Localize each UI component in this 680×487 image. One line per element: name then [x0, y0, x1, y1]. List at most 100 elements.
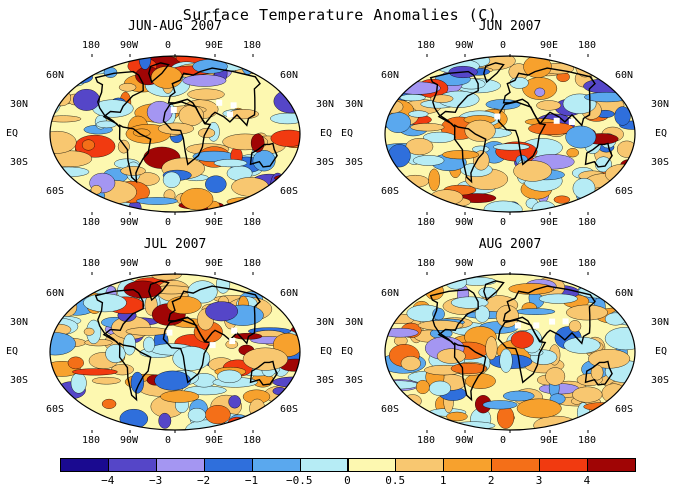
longitude-label: 90E: [205, 40, 224, 51]
colorbar-tick-label: 0: [344, 474, 351, 487]
colorbar-tick-label: 3: [535, 474, 543, 487]
latitude-label: 60S: [381, 404, 400, 415]
latitude-label: EQ: [320, 346, 333, 357]
longitude-label: 180: [578, 217, 597, 228]
longitude-label: 0: [500, 435, 507, 446]
latitude-label: EQ: [6, 346, 19, 357]
colorbar-swatch: [587, 458, 636, 472]
latitude-label: 60N: [280, 288, 299, 299]
longitude-label: 0: [165, 258, 172, 269]
longitude-label: 90W: [455, 258, 474, 269]
map-panel: AUG 2007 180 180 90W 90W 0 0 90E 90E 180 180 60N 60N…: [341, 237, 675, 446]
latitude-label: 30N: [10, 99, 29, 110]
anomaly-map: [49, 272, 301, 433]
longitude-label: 0: [165, 435, 172, 446]
latitude-label: EQ: [320, 128, 333, 139]
longitude-label: 180: [243, 217, 262, 228]
latitude-label: 60S: [280, 404, 299, 415]
latitude-label: 60S: [615, 404, 634, 415]
figure-title: Surface Temperature Anomalies (C): [182, 6, 498, 24]
longitude-label: 180: [243, 435, 262, 446]
longitude-label: 90W: [120, 217, 139, 228]
latitude-label: EQ: [341, 346, 354, 357]
longitude-label: 180: [417, 435, 436, 446]
latitude-label: 30S: [651, 375, 670, 386]
latitude-label: 60S: [280, 186, 299, 197]
panel-title: AUG 2007: [478, 237, 542, 252]
latitude-label: 30S: [10, 375, 29, 386]
latitude-label: 30S: [10, 157, 29, 168]
colorbar-swatch: [251, 458, 301, 472]
longitude-label: 180: [243, 258, 262, 269]
colorbar: [60, 458, 636, 472]
colorbar-swatch: [395, 458, 445, 472]
longitude-label: 180: [578, 435, 597, 446]
latitude-label: 30S: [651, 157, 670, 168]
colorbar-tick-label: 0.5: [385, 474, 406, 487]
panel-title: JUN 2007: [478, 19, 542, 34]
longitude-label: 0: [165, 217, 172, 228]
latitude-label: 30S: [345, 375, 364, 386]
panel-title: JUL 2007: [143, 237, 207, 252]
longitude-label: 90W: [455, 40, 474, 51]
anomaly-map: [384, 54, 636, 215]
map-panel: JUL 2007 180 180 90W 90W 0 0 90E 90E 180 180 60N 60N…: [6, 237, 340, 446]
longitude-label: 90W: [120, 258, 139, 269]
longitude-label: 90E: [540, 40, 559, 51]
map-panel: JUN 2007 180 180 90W 90W 0 0 90E 90E 180 180 60N 60N…: [341, 19, 675, 228]
longitude-label: 180: [417, 40, 436, 51]
latitude-label: 60S: [615, 186, 634, 197]
colorbar-swatch: [443, 458, 493, 472]
colorbar-swatch: [60, 458, 109, 472]
latitude-label: 60N: [615, 70, 634, 81]
longitude-label: 90E: [205, 217, 224, 228]
longitude-label: 180: [417, 217, 436, 228]
colorbar-tick-label: −2: [196, 474, 211, 487]
latitude-label: 60N: [280, 70, 299, 81]
longitude-label: 90E: [540, 258, 559, 269]
map-panel: JUN-AUG 2007 180 180 90W 90W 0 0 90E 90E 180 180 60…: [6, 19, 340, 228]
longitude-label: 180: [578, 258, 597, 269]
longitude-label: 180: [82, 217, 101, 228]
latitude-label: 60N: [46, 70, 65, 81]
colorbar-swatch: [347, 458, 397, 472]
longitude-label: 180: [82, 435, 101, 446]
latitude-label: EQ: [6, 128, 19, 139]
latitude-label: 60S: [46, 186, 65, 197]
longitude-label: 0: [500, 40, 507, 51]
colorbar-tick-label: −4: [101, 474, 115, 487]
anomaly-map: [49, 54, 301, 215]
colorbar-tick-label: 4: [583, 474, 591, 487]
latitude-label: 60N: [381, 70, 400, 81]
latitude-label: 30S: [345, 157, 364, 168]
longitude-label: 180: [417, 258, 436, 269]
longitude-label: 180: [578, 40, 597, 51]
latitude-label: 30N: [10, 317, 29, 328]
latitude-label: 60N: [381, 288, 400, 299]
panel-title: JUN-AUG 2007: [128, 19, 222, 34]
colorbar-tick-label: 1: [439, 474, 447, 487]
latitude-label: 30S: [316, 375, 335, 386]
longitude-label: 90W: [455, 217, 474, 228]
longitude-label: 90W: [455, 435, 474, 446]
latitude-label: EQ: [655, 128, 668, 139]
longitude-label: 90W: [120, 435, 139, 446]
latitude-label: 30N: [651, 99, 670, 110]
longitude-label: 90E: [205, 258, 224, 269]
longitude-label: 90E: [540, 435, 559, 446]
anomaly-map: [384, 272, 636, 433]
latitude-label: 30N: [316, 99, 335, 110]
colorbar-swatch: [107, 458, 157, 472]
latitude-label: EQ: [341, 128, 354, 139]
longitude-label: 180: [82, 258, 101, 269]
longitude-label: 0: [500, 217, 507, 228]
colorbar-tick-label: 2: [487, 474, 495, 487]
longitude-label: 0: [500, 258, 507, 269]
colorbar-tick-label: −0.5: [285, 474, 313, 487]
colorbar-swatch: [491, 458, 541, 472]
colorbar-swatch: [203, 458, 253, 472]
latitude-label: 30S: [316, 157, 335, 168]
longitude-label: 0: [165, 40, 172, 51]
colorbar-tick-label: −1: [244, 474, 259, 487]
latitude-label: 30N: [316, 317, 335, 328]
